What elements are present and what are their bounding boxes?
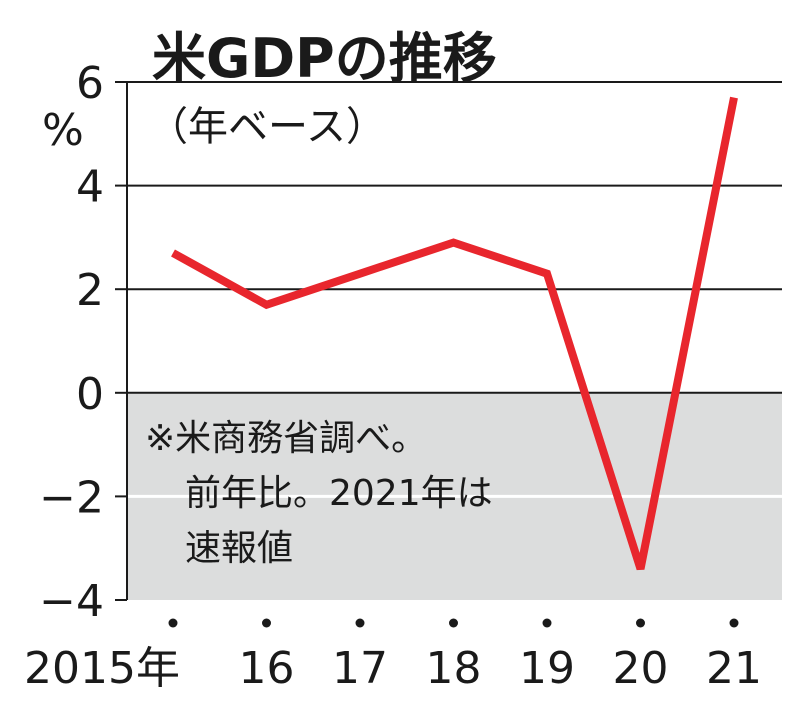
chart-subtitle: （年ベース） <box>148 104 386 150</box>
x-tick-label: 20 <box>613 643 669 694</box>
x-tick-label: 21 <box>706 643 762 694</box>
y-tick-labels: 6 4 2 0 −2 −4 <box>39 58 104 627</box>
x-tick-label: 18 <box>426 643 482 694</box>
x-tick-dot <box>636 618 645 628</box>
x-tick-label: 19 <box>519 643 575 694</box>
y-tick-label: 2 <box>76 265 104 316</box>
x-tick-dot <box>355 618 365 628</box>
gdp-series-line <box>171 96 738 571</box>
y-tick-label: 4 <box>76 162 104 213</box>
y-tick-label: −4 <box>39 576 104 627</box>
x-tick-dot <box>729 618 739 628</box>
x-tick-labels: 2015年 16 17 18 19 20 21 <box>24 643 762 694</box>
chart-title: 米GDPの推移 <box>152 27 497 90</box>
x-tick-dot <box>449 618 458 628</box>
x-tick-dot <box>542 618 552 628</box>
y-unit-label: % <box>42 105 84 156</box>
source-note: ※米商務省調べ。 前年比。2021年は 速報値 <box>145 418 493 569</box>
note-line-1: ※米商務省調べ。 <box>145 418 427 459</box>
x-tick-dots <box>168 618 739 628</box>
note-line-3: 速報値 <box>185 528 293 569</box>
y-tick-label: 0 <box>76 369 104 420</box>
y-tick-label: −2 <box>39 472 104 523</box>
note-line-2: 前年比。2021年は <box>185 473 493 514</box>
x-tick-label: 17 <box>332 643 388 694</box>
x-tick-label: 16 <box>239 643 295 694</box>
x-tick-label: 2015年 <box>24 643 180 694</box>
y-tick-label: 6 <box>76 58 104 109</box>
x-tick-dot <box>262 618 271 628</box>
x-tick-dot <box>168 618 178 628</box>
